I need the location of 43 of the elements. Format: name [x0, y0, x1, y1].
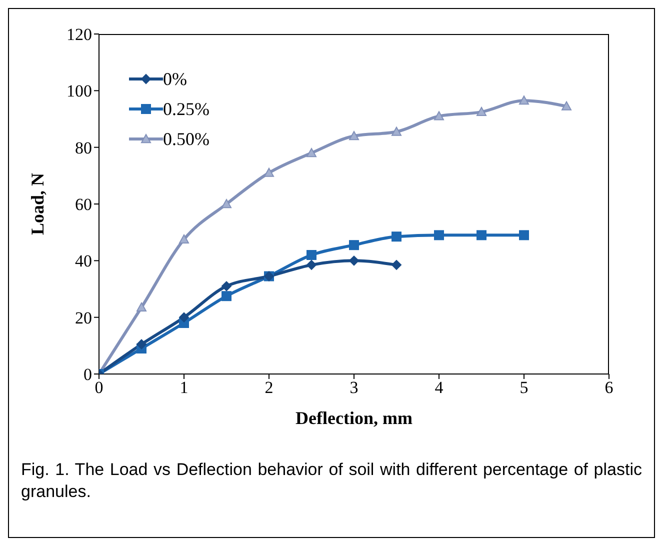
point [392, 232, 402, 242]
point [349, 256, 359, 266]
point [264, 168, 274, 177]
y-tick-label: 100 [66, 82, 92, 101]
x-axis-title: Deflection, mm [296, 408, 412, 428]
y-axis-title: Load, N [27, 172, 48, 236]
point [179, 234, 189, 244]
point [562, 101, 572, 110]
point [306, 148, 316, 158]
y-tick-label: 40 [75, 252, 92, 271]
point [136, 302, 146, 312]
caption: Fig. 1. The Load vs Deflection behavior of soil with different percentage of plastic granules. [21, 459, 642, 504]
point [222, 199, 232, 208]
y-tick-label: 20 [75, 308, 92, 328]
y-tick-label: 60 [75, 195, 92, 214]
point [476, 106, 486, 116]
y-tick-label: 80 [75, 138, 92, 158]
point [306, 250, 316, 260]
x-tick-label: 2 [264, 378, 274, 398]
point [349, 240, 359, 250]
point [222, 291, 232, 302]
point [222, 281, 232, 292]
point [476, 230, 486, 240]
point [136, 339, 146, 350]
point [434, 230, 444, 240]
y-tick-label: 120 [66, 25, 92, 44]
legend-label: 0% [163, 68, 187, 90]
x-tick-label: 5 [520, 378, 528, 398]
point [434, 111, 444, 120]
x-tick-label: 4 [434, 378, 444, 398]
y-tick-label: 0 [84, 365, 92, 384]
x-tick-label: 6 [604, 378, 614, 398]
point [392, 126, 402, 136]
legend-label: 0.50% [163, 128, 210, 150]
point [349, 131, 359, 140]
x-tick-label: 1 [180, 378, 188, 398]
point [392, 260, 402, 270]
x-tick-label: 3 [350, 378, 358, 398]
legend-label: 0.25% [163, 98, 210, 120]
point [519, 230, 529, 240]
point [306, 260, 316, 270]
point [519, 96, 529, 105]
point [179, 312, 189, 322]
